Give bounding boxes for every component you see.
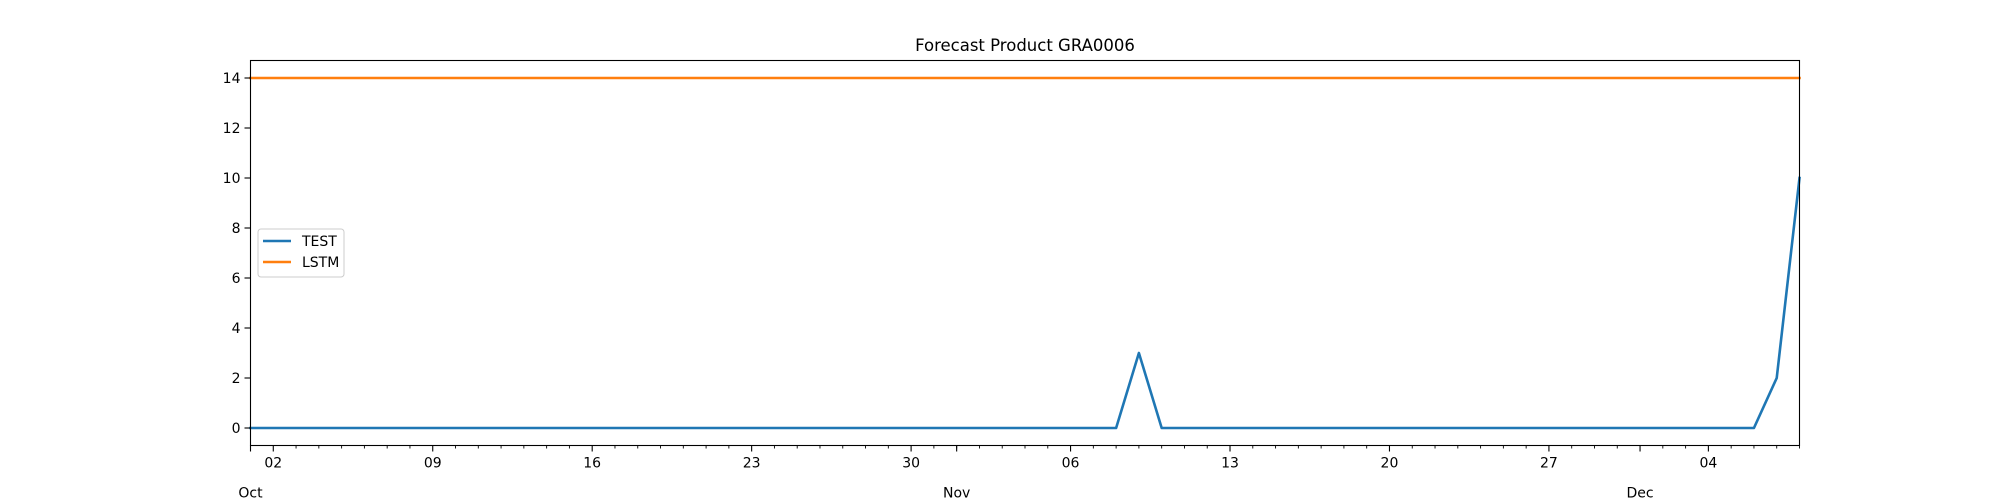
y-tick-label: 2 <box>232 371 241 387</box>
x-month-label: Oct <box>238 486 263 500</box>
x-month-label: Dec <box>1626 486 1653 500</box>
chart-title: Forecast Product GRA0006 <box>915 36 1135 55</box>
x-tick-label: 13 <box>1221 456 1239 472</box>
legend-label-test: TEST <box>301 234 337 250</box>
x-tick-label: 20 <box>1381 456 1399 472</box>
x-tick-label: 06 <box>1062 456 1080 472</box>
legend-label-lstm: LSTM <box>302 255 339 271</box>
plot-area <box>249 76 1801 430</box>
x-axis: 02 09 16 23 30 06 13 20 27 04 Oct Nov Dec <box>238 445 1800 500</box>
y-tick-label: 12 <box>223 121 241 137</box>
y-axis: 0 2 4 6 8 10 12 14 <box>223 71 251 437</box>
legend: TEST LSTM <box>257 228 345 278</box>
x-tick-label: 04 <box>1699 456 1717 472</box>
y-tick-label: 8 <box>232 221 241 237</box>
y-tick-label: 14 <box>223 71 241 87</box>
y-tick-label: 10 <box>223 171 241 187</box>
x-tick-label: 23 <box>743 456 761 472</box>
x-tick-label: 16 <box>583 456 601 472</box>
x-tick-label: 30 <box>902 456 920 472</box>
y-tick-label: 6 <box>232 271 241 287</box>
series-line-test <box>249 176 1801 430</box>
y-tick-label: 0 <box>232 421 241 437</box>
x-tick-label: 27 <box>1540 456 1558 472</box>
x-month-label: Nov <box>943 486 970 500</box>
x-tick-label: 09 <box>424 456 442 472</box>
y-tick-label: 4 <box>232 321 241 337</box>
x-tick-label: 02 <box>264 456 282 472</box>
axes-frame <box>249 59 1801 447</box>
